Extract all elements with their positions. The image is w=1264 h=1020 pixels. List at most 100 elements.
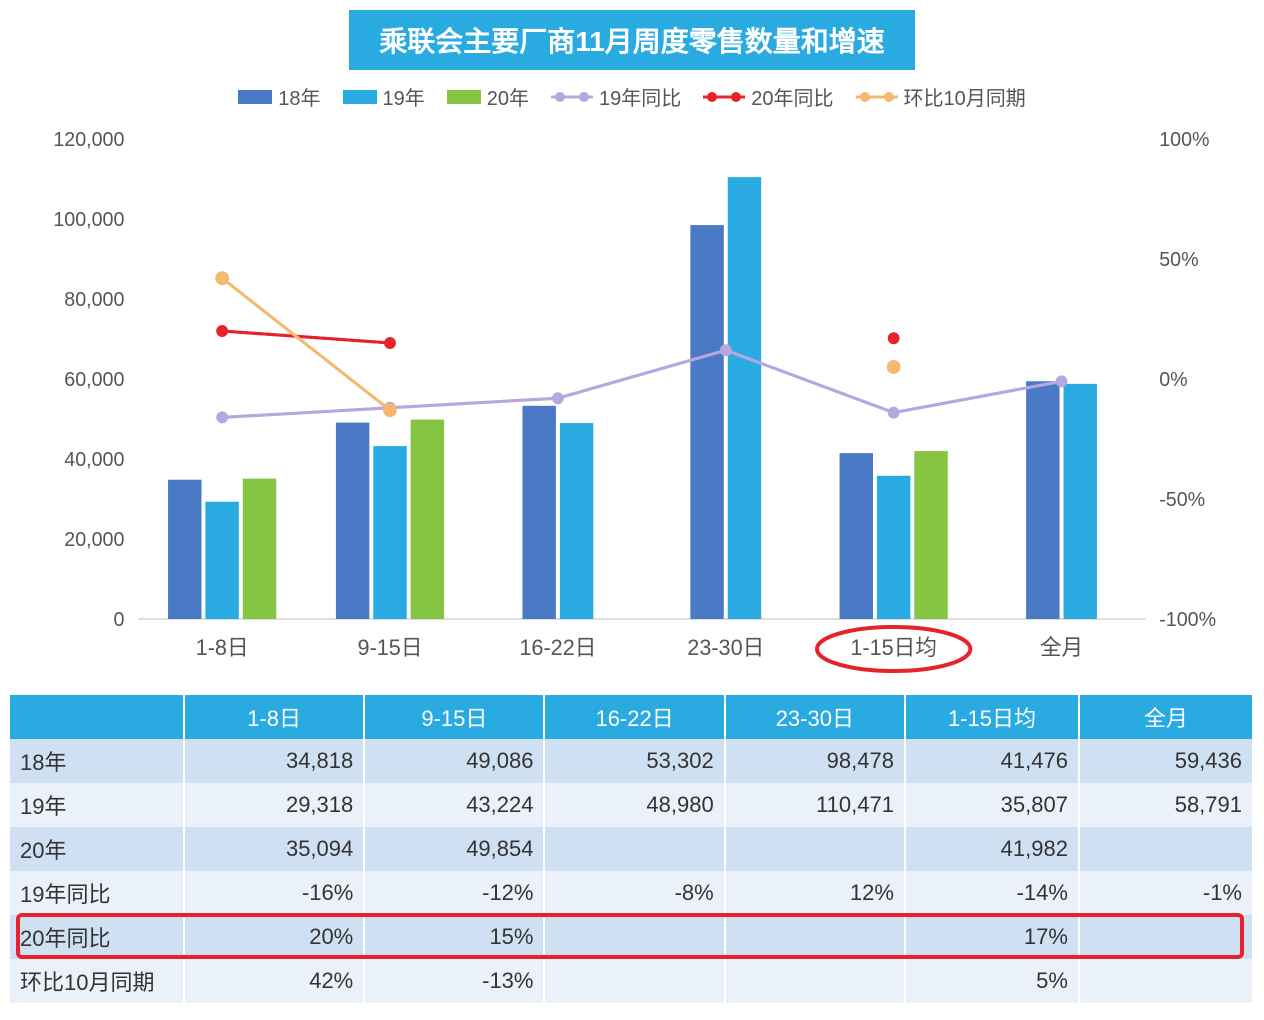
bar-y18 [690,225,723,619]
legend-item-y19: 19年 [343,82,425,111]
table-cell: -13% [364,959,544,1003]
svg-text:-50%: -50% [1159,489,1205,511]
svg-text:60,000: 60,000 [64,369,124,391]
table-cell: 41,476 [905,739,1079,783]
table-row: 环比10月同期42%-13%5% [10,959,1253,1003]
table-cell: 34,818 [184,739,364,783]
table-col-header: 1-15日均 [905,695,1079,739]
legend-swatch [238,90,272,104]
marker-mom [887,360,901,374]
bar-y18 [522,406,555,619]
bar-y19 [560,423,593,619]
bar-y20 [411,420,444,619]
row-label: 20年同比 [10,915,184,959]
marker-yoy19 [216,411,228,423]
row-label: 18年 [10,739,184,783]
svg-text:20,000: 20,000 [64,529,124,551]
table-cell: 5% [905,959,1079,1003]
legend-label: 19年同比 [599,82,681,111]
legend-item-mom: 环比10月同期 [856,82,1026,111]
legend-label: 环比10月同期 [904,82,1026,111]
svg-text:0: 0 [113,609,124,631]
legend-item-y18: 18年 [238,82,320,111]
table-cell: 49,854 [364,827,544,871]
table-cell: 59,436 [1079,739,1253,783]
table-cell: -8% [544,871,724,915]
data-table-wrap: 1-8日9-15日16-22日23-30日1-15日均全月18年34,81849… [10,695,1254,1003]
table-cell [544,915,724,959]
table-row: 18年34,81849,08653,30298,47841,47659,436 [10,739,1253,783]
table-cell [725,959,905,1003]
marker-yoy19 [720,344,732,356]
table-col-header: 23-30日 [725,695,905,739]
marker-yoy19 [1056,375,1068,387]
table-cell: -16% [184,871,364,915]
category-label: 16-22日 [519,635,596,660]
table-cell: 12% [725,871,905,915]
table-row: 20年35,09449,854 41,982 [10,827,1253,871]
legend-label: 19年 [383,82,425,111]
category-label: 1-15日均 [850,635,937,660]
bar-y19 [877,476,910,619]
legend-item-y20: 20年 [447,82,529,111]
table-cell: 29,318 [184,783,364,827]
table-cell: 17% [905,915,1079,959]
table-cell: -12% [364,871,544,915]
combo-chart: 020,00040,00060,00080,000100,000120,000-… [30,129,1234,689]
bar-y19 [1063,384,1096,619]
table-cell [544,959,724,1003]
legend-label: 18年 [278,82,320,111]
table-cell: -14% [905,871,1079,915]
table-cell: 49,086 [364,739,544,783]
table-row: 19年29,31843,22448,980110,47135,80758,791 [10,783,1253,827]
marker-mom [383,403,397,417]
table-cell [1079,959,1253,1003]
line-yoy19 [222,350,1061,417]
svg-text:-100%: -100% [1159,609,1216,631]
svg-text:40,000: 40,000 [64,449,124,471]
table-cell: 35,094 [184,827,364,871]
data-table: 1-8日9-15日16-22日23-30日1-15日均全月18年34,81849… [10,695,1254,1003]
marker-yoy20 [216,325,228,337]
svg-text:120,000: 120,000 [53,129,124,151]
svg-text:0%: 0% [1159,369,1187,391]
legend-swatch [447,90,481,104]
table-col-header: 9-15日 [364,695,544,739]
legend: 18年 19年 20年 19年同比 20年同比 环比10月同期 [10,82,1254,111]
table-cell: 53,302 [544,739,724,783]
bar-y20 [914,451,947,619]
table-cell: 48,980 [544,783,724,827]
table-cell: 98,478 [725,739,905,783]
category-label: 9-15日 [358,635,423,660]
line-yoy20 [222,331,390,343]
bar-y19 [205,502,238,619]
svg-text:80,000: 80,000 [64,289,124,311]
bar-y19 [373,446,406,619]
row-label: 20年 [10,827,184,871]
row-label: 19年 [10,783,184,827]
table-cell: 43,224 [364,783,544,827]
marker-mom [215,271,229,285]
table-cell: 110,471 [725,783,905,827]
bar-y18 [840,453,873,619]
table-cell [1079,827,1253,871]
category-label: 1-8日 [196,635,249,660]
table-col-header: 1-8日 [184,695,364,739]
table-cell: 15% [364,915,544,959]
bar-y18 [168,480,201,619]
marker-yoy19 [552,392,564,404]
bar-y19 [728,177,761,619]
category-label: 23-30日 [687,635,764,660]
table-col-header: 16-22日 [544,695,724,739]
marker-yoy20 [888,332,900,344]
table-cell: 41,982 [905,827,1079,871]
table-cell [544,827,724,871]
legend-item-yoy20: 20年同比 [703,82,833,111]
table-cell [1079,915,1253,959]
marker-yoy20 [384,337,396,349]
table-col-header: 全月 [1079,695,1253,739]
line-mom [222,278,390,410]
bar-y20 [243,479,276,619]
table-cell: 42% [184,959,364,1003]
legend-label: 20年 [487,82,529,111]
